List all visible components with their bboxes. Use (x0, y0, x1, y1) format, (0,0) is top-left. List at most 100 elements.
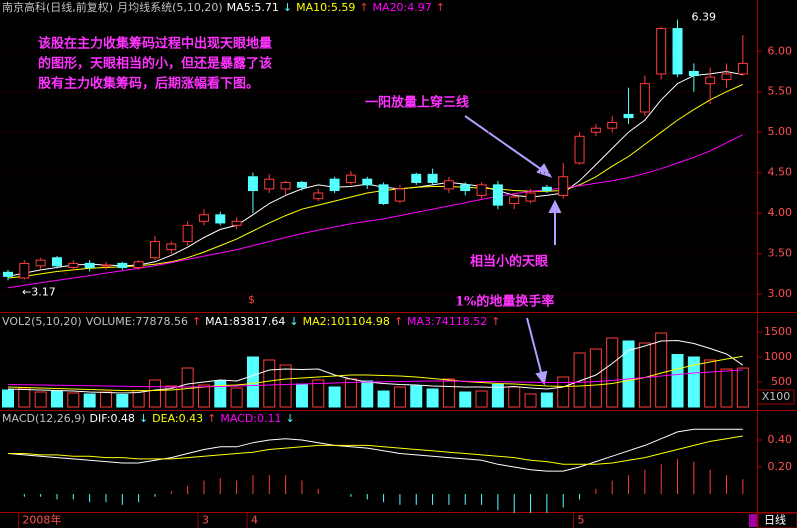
volume-bar (295, 383, 308, 408)
volume-bar (181, 367, 194, 408)
candle-body (492, 184, 503, 206)
period-label: 日线 (764, 513, 786, 527)
high-label: 6.39 (692, 11, 717, 24)
y-tick-label: 1500 (764, 325, 792, 338)
y-tick-label: 4.00 (768, 206, 793, 219)
ma-line (7, 134, 744, 289)
legend-label: ↑ (192, 315, 201, 328)
volume-bar (377, 390, 390, 408)
candle-body (296, 181, 307, 188)
candle-body (411, 173, 422, 183)
ma-line (7, 70, 743, 277)
y-tick-label: 500 (771, 375, 792, 388)
legend-label: MA10:5.59 (296, 1, 355, 14)
volume-bar (491, 384, 504, 408)
candle-body (166, 243, 177, 251)
candle-body (688, 70, 699, 77)
candle-body (3, 271, 13, 277)
candle-body (737, 62, 748, 75)
candle-body (460, 184, 471, 192)
candle-body (705, 76, 716, 85)
arrow-head (536, 163, 553, 178)
volume-bar (475, 390, 488, 408)
x-tick-label: 2008年 (22, 513, 61, 527)
unit-box (757, 389, 795, 405)
candle-body (525, 192, 536, 202)
legend-label: MACD:0.11 (220, 412, 281, 425)
legend-label: MA1:83817.64 (205, 315, 285, 328)
volume-bar (655, 332, 668, 408)
legend-label: ↑ (436, 1, 445, 14)
volume-bar (83, 393, 96, 408)
candle-body (427, 173, 438, 183)
volume-bar (230, 387, 243, 408)
volume-bar (524, 393, 537, 408)
volume-bar (442, 378, 455, 408)
candle-body (721, 73, 732, 81)
volume-bar (426, 388, 439, 408)
candle-body (672, 28, 683, 75)
candle-body (264, 178, 275, 190)
legend-label: MA20:4.97 (373, 1, 432, 14)
volume-bar (116, 394, 129, 408)
legend-label: ↓ (286, 412, 295, 425)
annotations: 该股在主力收集筹码过程中出现天眼地量 的图形，天眼相当的小，但还是暴露了该 股有… (38, 36, 562, 386)
volume-bar (328, 386, 341, 408)
y-tick-label: 5.00 (768, 125, 793, 138)
volume-bar (361, 380, 374, 408)
volume-bar (18, 387, 31, 408)
volume-bar (197, 384, 210, 408)
volume-bar (557, 376, 570, 408)
arrow-head (535, 370, 548, 386)
low-label: ←3.17 (22, 285, 56, 298)
candle-body (313, 192, 324, 200)
legend-label: VOLUME:77878.56 (86, 315, 188, 328)
legend-label: ↑ (207, 412, 216, 425)
annotation: 1%的地量换手率 (455, 294, 554, 310)
legend-label: MA5:5.71 (227, 1, 279, 14)
candle-body (362, 178, 373, 186)
candle-body (182, 224, 193, 243)
ma-line (7, 339, 744, 394)
period-button[interactable] (757, 512, 797, 528)
candle-body (117, 262, 128, 268)
x-tick-label: 3 (202, 514, 209, 527)
volume-bar (589, 348, 602, 408)
candle-body (639, 83, 650, 113)
y-tick-label: 5.50 (768, 85, 793, 98)
candle-body (133, 261, 144, 268)
volume-bar (687, 356, 700, 408)
volume-bar (148, 379, 161, 408)
legend-label: ↑ (491, 315, 500, 328)
candle-body (509, 196, 520, 204)
legend-label: MA3:74118.52 (407, 315, 487, 328)
volume-bar (214, 380, 227, 408)
y-tick-label: 0.40 (768, 433, 793, 446)
volume-bar (279, 364, 292, 408)
volume-bar (459, 391, 472, 408)
candle-body (198, 214, 209, 222)
volume-bar (638, 342, 651, 408)
volume-bar (671, 354, 684, 408)
volume-bar (704, 359, 717, 408)
y-tick-label: 6.00 (768, 44, 793, 57)
marker: $ (248, 293, 255, 306)
arrow (526, 317, 543, 377)
annotation: 的图形，天眼相当的小，但还是暴露了该 (38, 56, 272, 72)
volume-bar (34, 391, 47, 408)
volume-bar (165, 385, 178, 408)
volume-bar (622, 340, 635, 408)
legend-label: DEA:0.43 (152, 412, 203, 425)
candle-body (231, 220, 242, 226)
ma-line (8, 435, 743, 465)
candle-body (607, 122, 618, 129)
scroll-thumb[interactable] (749, 514, 757, 527)
x-tick-label: 5 (578, 514, 585, 527)
volume-bar (573, 352, 586, 408)
volume-bar (263, 359, 276, 408)
volume-bar (312, 379, 325, 408)
annotation: 该股在主力收集筹码过程中出现天眼地量 (38, 36, 272, 52)
candle-body (574, 135, 585, 164)
